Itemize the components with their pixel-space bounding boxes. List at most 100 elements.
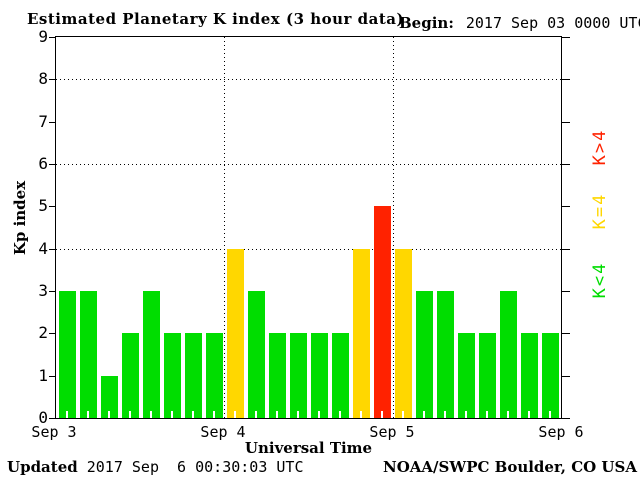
y-tick-label: 2 bbox=[38, 323, 48, 342]
y-axis-tick-right bbox=[562, 122, 570, 123]
y-tick-label: 8 bbox=[38, 69, 48, 88]
bar-tick-notch bbox=[507, 411, 509, 418]
updated-label: Updated bbox=[7, 458, 78, 476]
y-tick-label: 9 bbox=[38, 27, 48, 46]
bar-tick-notch bbox=[444, 411, 446, 418]
kp-bar bbox=[479, 333, 496, 418]
y-axis-tick-right bbox=[562, 418, 570, 419]
bar-tick-notch bbox=[255, 411, 257, 418]
source-credit: NOAA/SWPC Boulder, CO USA bbox=[382, 458, 637, 476]
bar-tick-notch bbox=[192, 411, 194, 418]
y-axis-tick-left bbox=[49, 164, 55, 165]
y-axis-tick-right bbox=[562, 37, 570, 38]
bar-tick-notch bbox=[528, 411, 530, 418]
bar-tick-notch bbox=[549, 411, 551, 418]
kp-bar bbox=[59, 291, 76, 418]
bar-tick-notch bbox=[360, 411, 362, 418]
kp-bar bbox=[185, 333, 202, 418]
x-day-label: Sep 5 bbox=[369, 423, 415, 441]
bar-tick-notch bbox=[87, 411, 89, 418]
y-axis-tick-left bbox=[49, 206, 55, 207]
kp-bar bbox=[122, 333, 139, 418]
y-axis-tick-right bbox=[562, 206, 570, 207]
y-axis-tick-left bbox=[49, 37, 55, 38]
gridline-day bbox=[224, 37, 225, 418]
kp-bar bbox=[500, 291, 517, 418]
y-axis-tick-right bbox=[562, 376, 570, 377]
plot-area bbox=[55, 36, 562, 419]
y-axis-tick-right bbox=[562, 333, 570, 334]
legend-label-mid: K=4 bbox=[590, 192, 610, 230]
kp-bar bbox=[353, 249, 370, 418]
bar-tick-notch bbox=[108, 411, 110, 418]
y-tick-label: 6 bbox=[38, 154, 48, 173]
updated-value: 2017 Sep 6 00:30:03 UTC bbox=[86, 458, 304, 476]
y-axis-tick-left bbox=[49, 122, 55, 123]
y-tick-label: 5 bbox=[38, 196, 48, 215]
y-tick-label: 7 bbox=[38, 112, 48, 131]
y-axis-tick-left bbox=[49, 79, 55, 80]
y-tick-label: 3 bbox=[38, 281, 48, 300]
kp-bar bbox=[227, 249, 244, 418]
bar-tick-notch bbox=[129, 411, 131, 418]
y-axis-tick-left bbox=[49, 376, 55, 377]
bar-tick-notch bbox=[318, 411, 320, 418]
kp-bar bbox=[521, 333, 538, 418]
legend-label-low: K<4 bbox=[590, 261, 610, 299]
bar-tick-notch bbox=[276, 411, 278, 418]
gridline-day bbox=[393, 37, 394, 418]
chart-title: Estimated Planetary K index (3 hour data… bbox=[27, 10, 405, 28]
kp-bar bbox=[437, 291, 454, 418]
begin-label: Begin: bbox=[399, 14, 454, 32]
kp-bar bbox=[80, 291, 97, 418]
bar-tick-notch bbox=[234, 411, 236, 418]
kp-bar bbox=[101, 376, 118, 418]
gridline-k8 bbox=[56, 79, 561, 80]
begin-timestamp: Begin: 2017 Sep 03 0000 UTC bbox=[399, 14, 640, 32]
y-axis-tick-left bbox=[49, 418, 55, 419]
kp-bar bbox=[248, 291, 265, 418]
y-tick-label: 4 bbox=[38, 239, 48, 258]
y-axis-tick-left bbox=[49, 249, 55, 250]
y-axis-tick-left bbox=[49, 333, 55, 334]
kp-bar bbox=[416, 291, 433, 418]
y-axis-tick-left bbox=[49, 291, 55, 292]
x-day-label: Sep 4 bbox=[200, 423, 246, 441]
updated-timestamp: Updated 2017 Sep 6 00:30:03 UTC bbox=[7, 458, 304, 476]
bar-tick-notch bbox=[171, 411, 173, 418]
x-day-label: Sep 6 bbox=[538, 423, 584, 441]
bar-tick-notch bbox=[381, 411, 383, 418]
kp-bar bbox=[290, 333, 307, 418]
kp-bar bbox=[542, 333, 559, 418]
bar-tick-notch bbox=[465, 411, 467, 418]
kp-bar bbox=[269, 333, 286, 418]
kp-bar bbox=[164, 333, 181, 418]
begin-value: 2017 Sep 03 0000 UTC bbox=[465, 14, 640, 32]
bar-tick-notch bbox=[150, 411, 152, 418]
y-axis-tick-right bbox=[562, 164, 570, 165]
bar-tick-notch bbox=[297, 411, 299, 418]
bar-tick-notch bbox=[423, 411, 425, 418]
kp-bar bbox=[143, 291, 160, 418]
bar-tick-notch bbox=[402, 411, 404, 418]
kp-bar bbox=[374, 206, 391, 418]
x-day-label: Sep 3 bbox=[31, 423, 77, 441]
kp-bar bbox=[206, 333, 223, 418]
y-axis-tick-right bbox=[562, 291, 570, 292]
bar-tick-notch bbox=[486, 411, 488, 418]
y-axis-tick-right bbox=[562, 79, 570, 80]
gridline-k6 bbox=[56, 164, 561, 165]
bar-tick-notch bbox=[66, 411, 68, 418]
y-tick-label: 0 bbox=[38, 408, 48, 427]
bar-tick-notch bbox=[213, 411, 215, 418]
gridline-k4 bbox=[56, 249, 561, 250]
x-axis-title: Universal Time bbox=[244, 439, 373, 457]
kp-bar bbox=[332, 333, 349, 418]
kp-bar bbox=[395, 249, 412, 418]
kp-bar bbox=[311, 333, 328, 418]
y-axis-tick-right bbox=[562, 249, 570, 250]
y-tick-label: 1 bbox=[38, 366, 48, 385]
kp-bar bbox=[458, 333, 475, 418]
bar-tick-notch bbox=[339, 411, 341, 418]
